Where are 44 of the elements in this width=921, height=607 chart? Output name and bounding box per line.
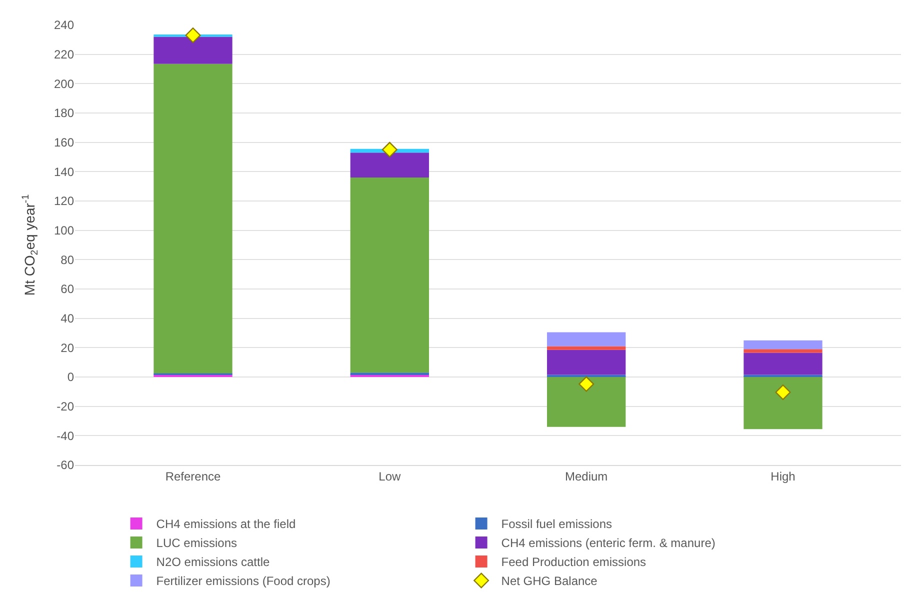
bar	[744, 340, 822, 350]
y-tick-label: -20	[56, 400, 74, 414]
bar	[547, 377, 626, 427]
legend-label: CH4 emissions (enteric ferm. & manure)	[501, 536, 716, 550]
legend-label: Net GHG Balance	[501, 574, 598, 588]
y-tick-label: 0	[67, 370, 74, 384]
y-tick-label: 80	[60, 252, 74, 267]
bar	[154, 64, 232, 374]
point	[578, 376, 594, 392]
y-tick-label: 60	[60, 282, 74, 296]
legend-label: CH4 emissions at the field	[156, 517, 296, 532]
y-tick-label: 120	[54, 194, 74, 208]
point	[382, 142, 398, 158]
y-tick-label: 180	[54, 106, 74, 120]
x-tick-label: Medium	[564, 469, 608, 484]
x-tick-label: High	[770, 469, 796, 484]
x-tick-label: Low	[378, 469, 402, 484]
y-tick-label: 40	[60, 312, 74, 326]
bar	[744, 377, 822, 430]
legend-label: Fertilizer emissions (Food crops)	[156, 574, 330, 588]
y-tick-label: 220	[54, 48, 74, 62]
y-tick-label: 20	[60, 340, 74, 355]
bar	[744, 349, 822, 353]
y-tick-label: -40	[56, 428, 74, 443]
y-tick-label: 240	[54, 18, 74, 32]
y-tick-label: 160	[54, 136, 74, 150]
y-tick-label: 140	[54, 164, 74, 179]
bar	[350, 178, 429, 373]
y-tick-label: -60	[56, 458, 74, 472]
bar	[547, 350, 626, 375]
bar	[350, 152, 429, 178]
bar	[744, 352, 822, 375]
legend-label: Feed Production emissions	[501, 555, 646, 570]
point	[185, 28, 201, 44]
legend-label: Fossil fuel emissions	[501, 517, 612, 532]
bar	[154, 36, 232, 64]
y-tick-label: 100	[54, 224, 74, 238]
x-tick-label: Reference	[165, 469, 222, 484]
y-tick-label: 200	[54, 76, 74, 91]
point	[775, 384, 791, 400]
bar	[547, 346, 626, 350]
bar	[547, 332, 626, 346]
legend-label: LUC emissions	[156, 536, 238, 550]
legend-label: N2O emissions cattle	[156, 555, 270, 570]
